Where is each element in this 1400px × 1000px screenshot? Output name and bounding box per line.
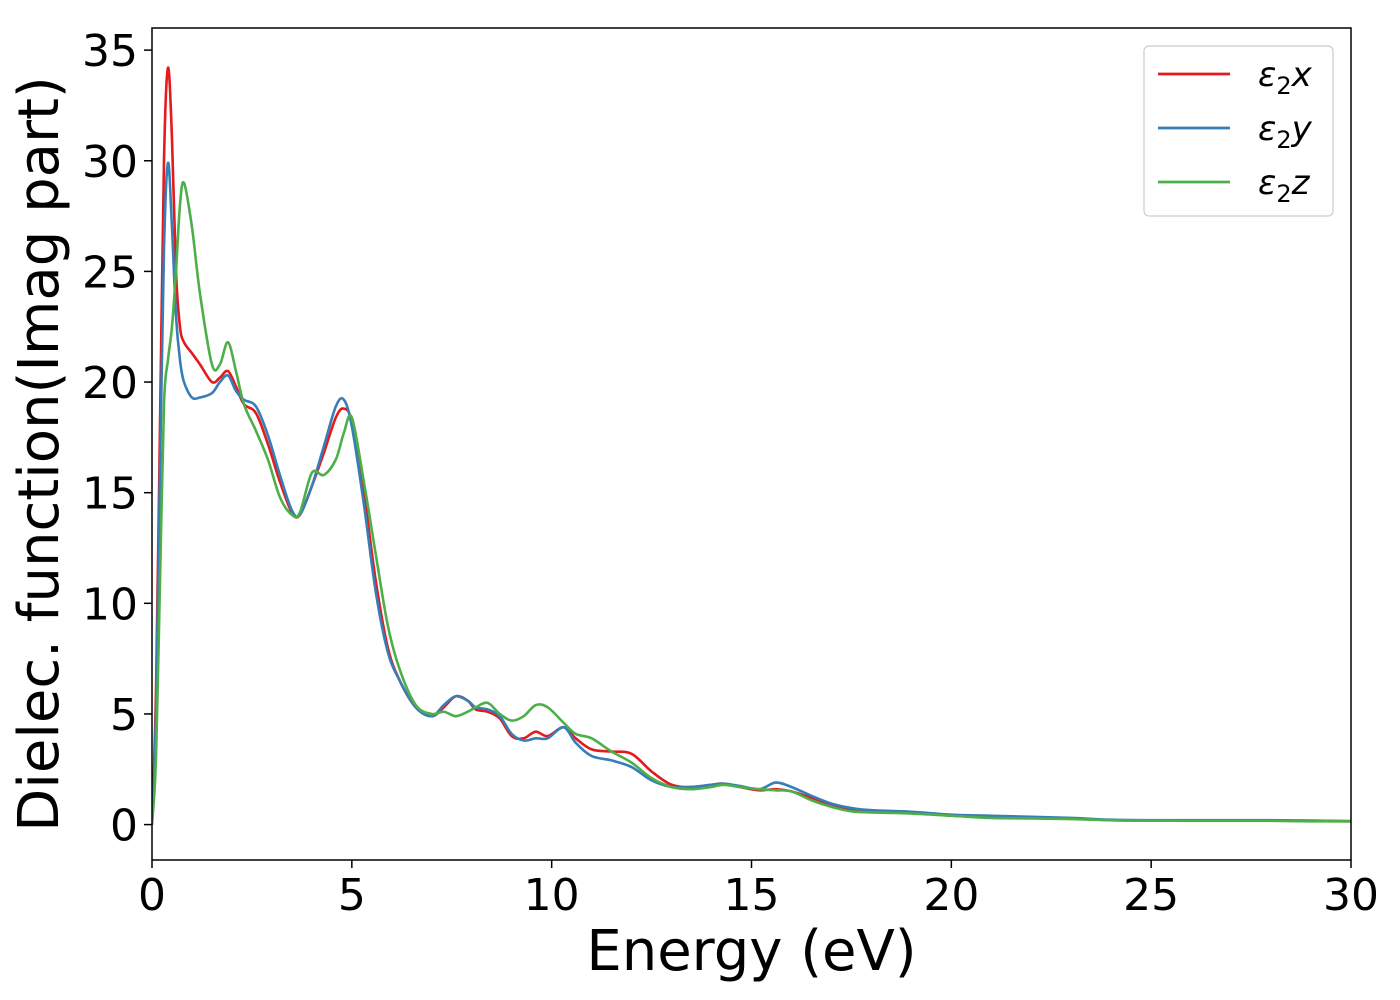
x-tick-label: 15	[724, 870, 780, 921]
legend-label-z: ε2z	[1258, 163, 1311, 208]
y-axis-title: Dielec. function(Imag part)	[7, 76, 72, 832]
series-line-y	[152, 161, 1351, 825]
y-tick-label: 35	[82, 26, 138, 77]
ticks-layer: 0 5 10 15 20 25 30 0 5 10 15 20 25 30 35	[82, 26, 1379, 921]
y-tick-label: 5	[110, 690, 138, 741]
series-layer	[152, 66, 1351, 825]
y-tick-label: 20	[82, 358, 138, 409]
x-tick-label: 25	[1123, 870, 1179, 921]
x-tick-label: 0	[138, 870, 166, 921]
legend-label-x: ε2x	[1258, 55, 1313, 100]
x-tick-label: 5	[338, 870, 366, 921]
x-tick-label: 20	[923, 870, 979, 921]
legend-box	[1143, 45, 1334, 217]
y-tick-label: 0	[110, 801, 138, 852]
x-tick-label: 30	[1323, 870, 1379, 921]
y-tick-label: 25	[82, 247, 138, 298]
legend-items: ε2x ε2y ε2z	[1158, 55, 1313, 208]
plot-frame	[151, 27, 1352, 861]
x-axis-title: Energy (eV)	[586, 919, 916, 984]
legend: ε2x ε2y ε2z	[1143, 45, 1334, 217]
y-tick-label: 15	[82, 469, 138, 520]
y-tick-label: 10	[82, 579, 138, 630]
legend-label-y: ε2y	[1258, 109, 1313, 154]
y-tick-label: 30	[82, 137, 138, 188]
x-tick-label: 10	[524, 870, 580, 921]
series-line-z	[152, 180, 1351, 825]
